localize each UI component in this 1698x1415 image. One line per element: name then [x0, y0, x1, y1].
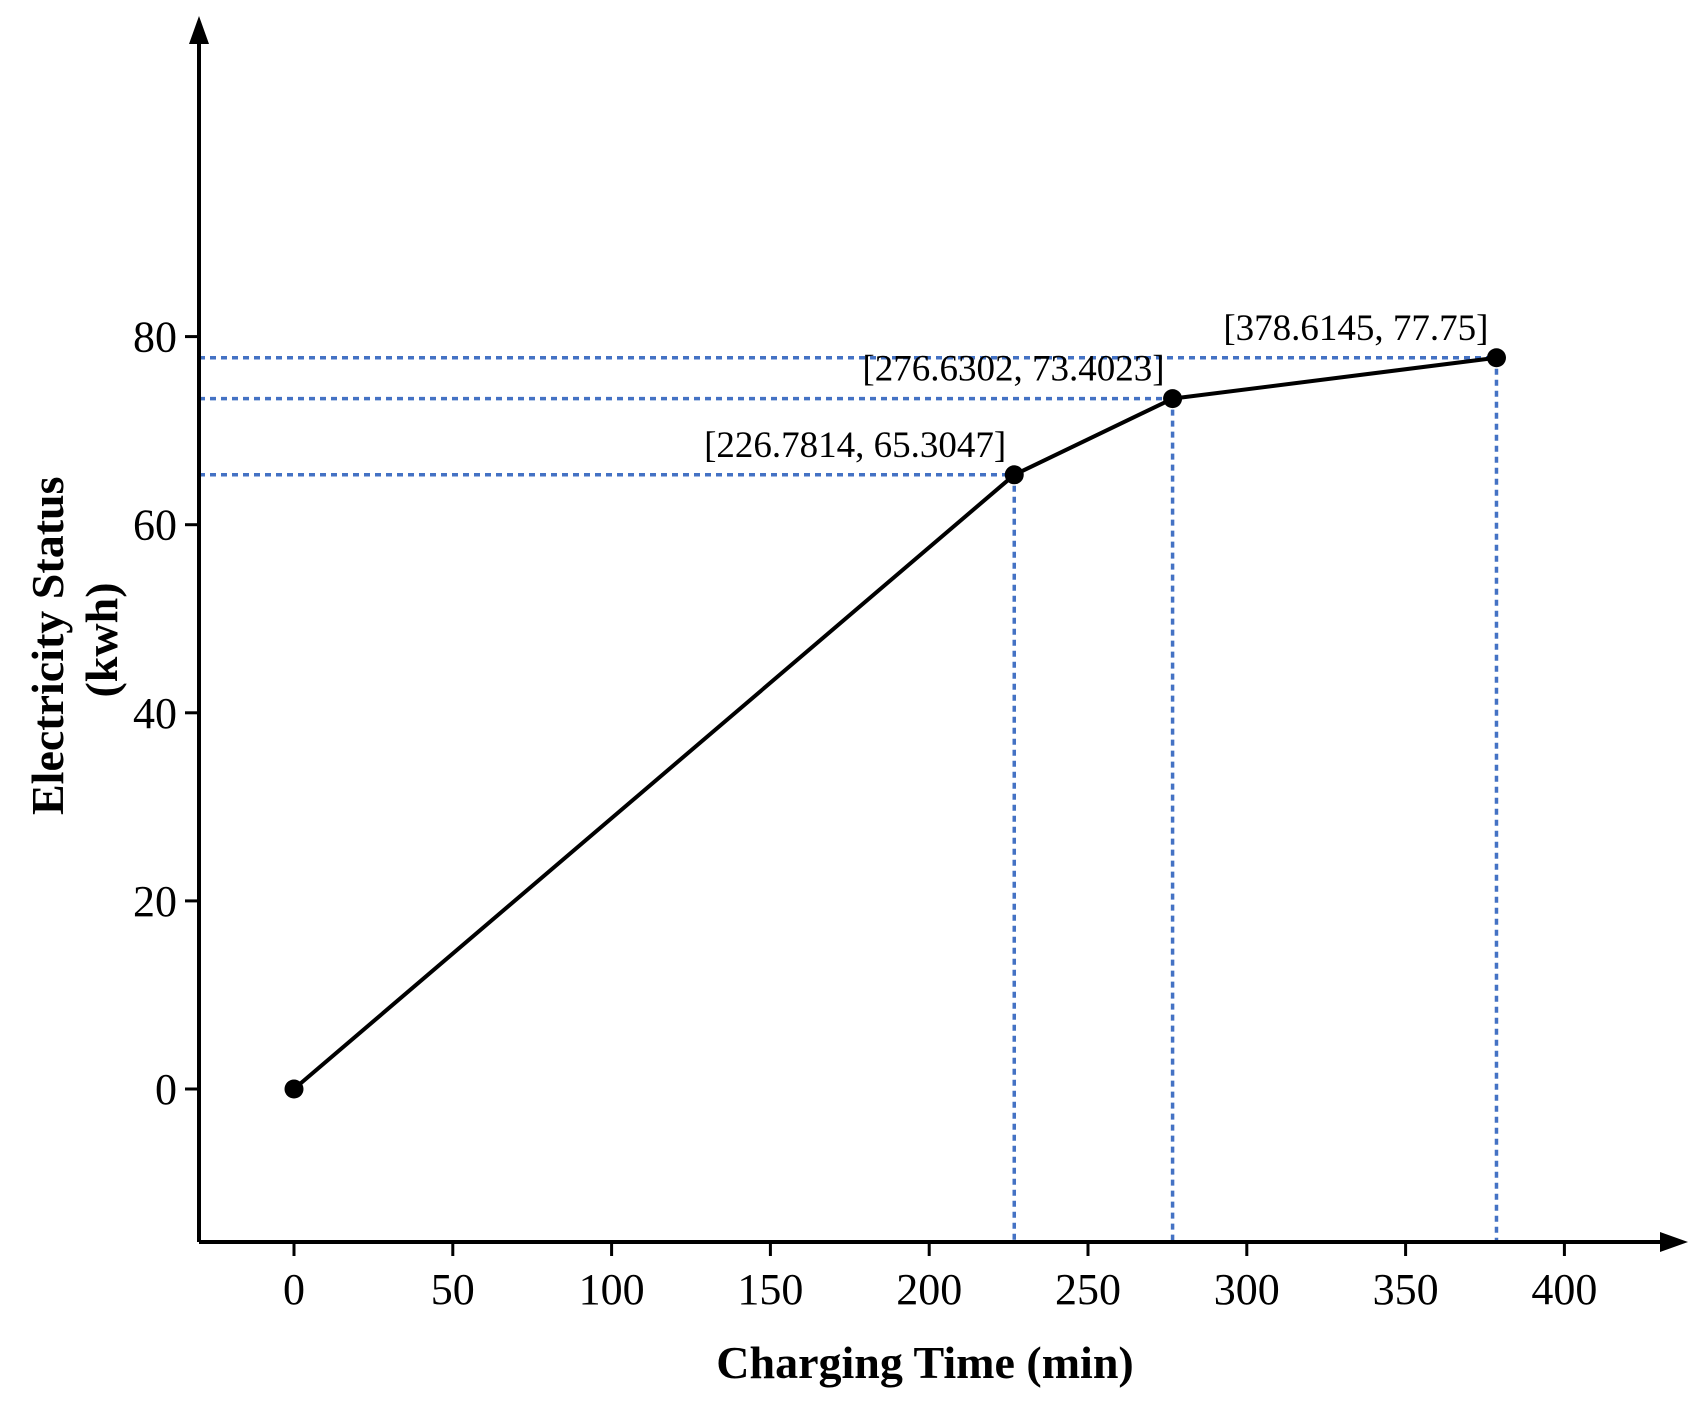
- x-tick-label: 350: [1373, 1265, 1439, 1314]
- data-point: [1004, 465, 1024, 485]
- x-tick-label: 50: [431, 1265, 475, 1314]
- series-line: [292, 355, 1497, 1091]
- y-axis-title-line-1: Electricity Status: [22, 476, 73, 815]
- x-tick-label: 100: [579, 1265, 645, 1314]
- point-annotation-label: [276.6302, 73.4023]: [862, 349, 1164, 390]
- x-tick-label: 150: [737, 1265, 803, 1314]
- point-annotation-label: [378.6145, 77.75]: [1223, 308, 1488, 349]
- axes: [189, 16, 1688, 1252]
- guide-lines: [199, 356, 1499, 1242]
- y-axis-arrow: [189, 16, 209, 44]
- x-tick-label: 250: [1055, 1265, 1121, 1314]
- series-layer: [284, 348, 1506, 1099]
- y-tick-label: 20: [133, 877, 177, 926]
- y-ticks: 0 20 40 60 80: [133, 313, 199, 1114]
- y-axis-title: Electricity Status (kwh): [22, 465, 127, 815]
- y-tick-label: 80: [133, 313, 177, 362]
- y-tick-label: 0: [155, 1065, 177, 1114]
- x-ticks: 0 50 100 150 200 250 300 350 400: [283, 1242, 1597, 1314]
- x-axis-arrow: [1660, 1232, 1688, 1252]
- x-tick-label: 0: [283, 1265, 305, 1314]
- y-axis-title-line-2: (kwh): [76, 582, 127, 697]
- data-point: [284, 1079, 304, 1099]
- x-tick-label: 300: [1214, 1265, 1280, 1314]
- data-point: [1163, 389, 1183, 409]
- data-point: [1486, 348, 1506, 368]
- x-axis-title: Charging Time (min): [716, 1337, 1133, 1388]
- x-tick-label: 400: [1531, 1265, 1597, 1314]
- point-annotations: [226.7814, 65.3047] [276.6302, 73.4023] [3…: [704, 308, 1488, 466]
- x-tick-label: 200: [896, 1265, 962, 1314]
- point-annotation-label: [226.7814, 65.3047]: [704, 425, 1006, 466]
- y-tick-label: 60: [133, 501, 177, 550]
- y-tick-label: 40: [133, 689, 177, 738]
